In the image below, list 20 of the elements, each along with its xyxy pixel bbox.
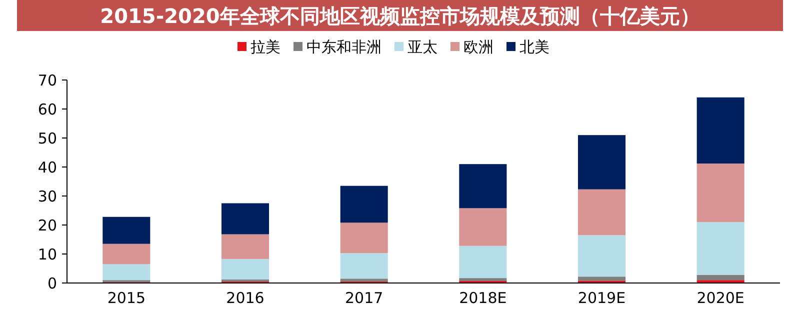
- y-tick-label: 30: [38, 187, 57, 206]
- legend-label: 欧洲: [464, 38, 494, 56]
- legend-label: 拉美: [250, 38, 280, 56]
- y-tick-label: 20: [38, 216, 57, 234]
- chart-title: 2015-2020年全球不同地区视频监控市场规模及预测（十亿美元）: [100, 4, 700, 28]
- y-tick-label: 50: [38, 129, 57, 148]
- y-tick-label: 60: [38, 100, 57, 118]
- x-tick-label: 2019E: [578, 289, 626, 307]
- y-tick-label: 70: [38, 71, 57, 90]
- y-tick-label: 40: [38, 158, 57, 176]
- x-tick-label: 2017: [344, 289, 384, 307]
- legend-label: 亚太: [408, 38, 438, 56]
- x-tick-label: 2018E: [459, 289, 507, 307]
- x-tick-label: 2020E: [696, 289, 744, 307]
- y-tick-label: 0: [47, 274, 57, 292]
- legend-label: 中东和非洲: [306, 38, 382, 56]
- x-tick-label: 2016: [226, 289, 264, 307]
- y-tick-label: 10: [38, 245, 57, 264]
- legend-label: 北美: [520, 38, 550, 56]
- x-tick-label: 2015: [107, 289, 146, 307]
